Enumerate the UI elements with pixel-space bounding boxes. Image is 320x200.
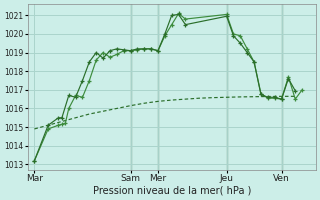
X-axis label: Pression niveau de la mer( hPa ): Pression niveau de la mer( hPa ) [92, 186, 251, 196]
